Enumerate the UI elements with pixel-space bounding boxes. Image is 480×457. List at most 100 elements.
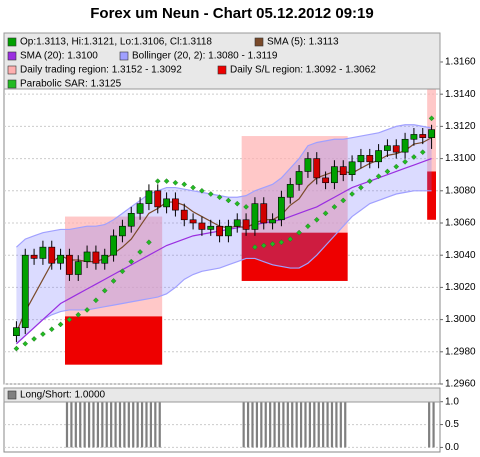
long-short-bar [313, 401, 316, 448]
candle-body [313, 158, 321, 179]
sar-dot [146, 239, 152, 246]
sar-dot [260, 242, 267, 249]
candle-body [30, 254, 38, 259]
legend-label: Bollinger (20, 2): 1.3080 - 1.3119 [132, 51, 278, 62]
sar-dot [419, 149, 426, 155]
candle-body [225, 225, 232, 237]
candle-body [410, 134, 418, 140]
y-tick-label: 1.3080 [445, 185, 476, 196]
long-short-bar [110, 401, 113, 448]
sar-dot [358, 184, 364, 191]
long-short-bar [105, 401, 108, 448]
long-short-bar [428, 401, 431, 448]
sar-dot [57, 321, 64, 328]
candle-body [101, 254, 109, 264]
candle-body [57, 254, 64, 264]
legend-label: Long/Short: 1.0000 [20, 390, 106, 401]
candle-body [92, 251, 100, 264]
legend-swatch [217, 65, 227, 75]
long-short-bar [255, 401, 259, 448]
y-tick-label: 1.3060 [445, 218, 476, 229]
y-tick-label: 1.3040 [445, 250, 476, 261]
long-short-bar [339, 401, 342, 448]
sar-dot [225, 197, 232, 204]
sar-dot [402, 158, 408, 165]
sar-dot [40, 331, 46, 337]
candle-body [384, 145, 391, 151]
long-short-bar [140, 401, 144, 448]
long-short-bar [317, 401, 320, 448]
sar-dot [252, 244, 258, 250]
sar-dot [119, 268, 126, 275]
candle-body [322, 177, 329, 184]
candle-body [295, 171, 303, 185]
sar-dot [216, 194, 223, 201]
long-short-bar [83, 401, 86, 448]
sar-dot [199, 187, 205, 194]
legend-swatch [254, 37, 264, 47]
bollinger-upper [16, 124, 432, 248]
candle-body [401, 138, 409, 153]
long-short-bar [269, 401, 272, 448]
sar-dot [375, 173, 382, 180]
candle-body [428, 129, 435, 138]
legend-label: SMA (20): 1.3100 [20, 51, 98, 62]
sar-dot [172, 179, 179, 186]
y-tick-label: 1.3140 [445, 89, 476, 100]
y-tick-label: 1.2980 [445, 346, 476, 357]
sar-dot [75, 311, 82, 318]
sma20-line [16, 158, 432, 345]
candle-body [127, 213, 135, 227]
long-short-bar [101, 401, 104, 448]
sar-dot [340, 197, 347, 204]
sar-dot [243, 204, 249, 210]
candle-body [21, 254, 29, 328]
y-tick-label: 1.3020 [445, 282, 476, 293]
long-short-bar [118, 401, 122, 448]
sar-dot [349, 191, 355, 197]
sar-dot [66, 316, 73, 323]
candle-body [331, 166, 338, 184]
candle-body [74, 261, 82, 275]
candle-body [286, 184, 294, 198]
sar-dot [234, 200, 241, 207]
candle-body [207, 225, 215, 230]
long-short-bar [123, 401, 126, 448]
candle-body [39, 246, 47, 259]
long-short-bar [79, 401, 82, 448]
sar-dot [313, 216, 320, 223]
long-short-bar [74, 401, 77, 448]
candle-body [419, 134, 427, 138]
sar-dot [393, 163, 400, 170]
long-short-bar [335, 401, 338, 448]
legend-swatch [119, 51, 129, 61]
sar-dot [181, 181, 188, 188]
candle-body [136, 203, 144, 214]
long-short-bar [322, 401, 325, 448]
candle-body [48, 246, 56, 264]
sar-dot [296, 229, 302, 236]
candle-body [110, 235, 117, 256]
long-short-bar [330, 401, 334, 448]
sl-region [65, 316, 163, 365]
candle-body [83, 251, 91, 262]
legend-label: Op:1.3113, Hi:1.3121, Lo:1.3106, Cl:1.31… [20, 37, 212, 48]
candle-body [366, 155, 374, 163]
legend-label: Daily S/L region: 1.3092 - 1.3062 [230, 65, 376, 76]
long-short-bar [132, 401, 135, 448]
long-short-bar [127, 401, 130, 448]
candle-body [189, 219, 197, 224]
sar-dot [287, 236, 294, 242]
candle-body [357, 155, 365, 163]
candle-body [172, 198, 179, 211]
sar-dot [84, 307, 90, 313]
candle-body [180, 209, 188, 221]
sar-dot [190, 184, 196, 191]
y-tick-label: 0.5 [445, 419, 459, 430]
y-tick-label: 1.2960 [445, 379, 476, 390]
long-short-bar [92, 401, 95, 448]
sar-dot [269, 241, 276, 247]
long-short-bar [65, 401, 69, 448]
sar-dot [110, 278, 117, 284]
long-short-bar [326, 401, 329, 448]
